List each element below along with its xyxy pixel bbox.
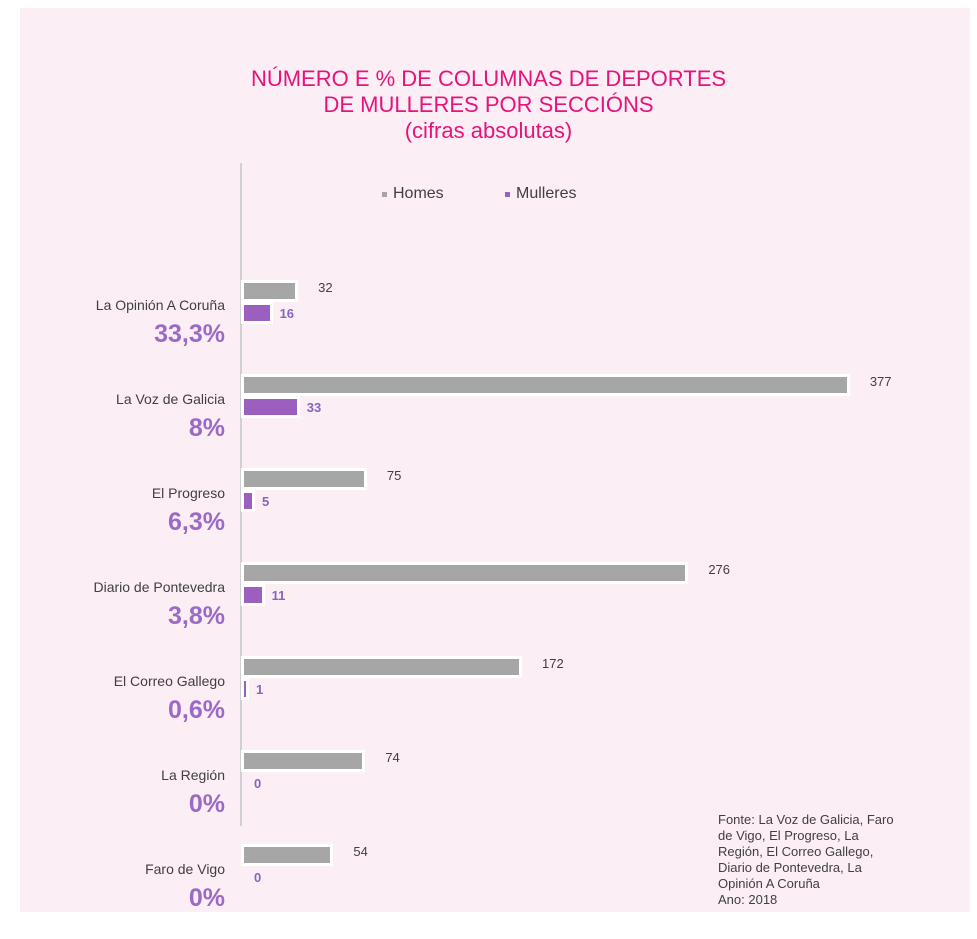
value-label-homes-la-region: 74 bbox=[385, 750, 400, 765]
bar-mulleres-la-opinion-a-coruna bbox=[244, 305, 270, 321]
percentage-label-el-correo-gallego: 0,6% bbox=[168, 696, 225, 724]
bar-homes-la-region bbox=[244, 753, 363, 769]
legend-swatch-mulleres bbox=[505, 191, 510, 197]
value-label-homes-el-correo-gallego: 172 bbox=[542, 656, 564, 671]
legend-item-mulleres: Mulleres bbox=[505, 185, 576, 203]
legend-label-mulleres: Mulleres bbox=[516, 185, 577, 202]
legend-swatch-homes bbox=[382, 191, 387, 197]
percentage-label-diario-de-pontevedra: 3,8% bbox=[168, 602, 225, 630]
value-label-mulleres-la-region: 0 bbox=[254, 776, 262, 791]
chart-title-line-2: DE MULLERES POR SECCIÓNS bbox=[323, 92, 654, 117]
value-label-homes-la-voz-de-galicia: 377 bbox=[869, 374, 892, 389]
chart-panel bbox=[20, 8, 970, 912]
category-label-el-correo-gallego: El Correo Gallego bbox=[113, 673, 225, 689]
percentage-label-la-voz-de-galicia: 8% bbox=[188, 414, 225, 442]
bar-mulleres-el-progreso bbox=[244, 493, 252, 509]
percentage-label-el-progreso: 6,3% bbox=[168, 508, 225, 536]
percentage-label-la-region: 0% bbox=[188, 790, 225, 818]
value-label-homes-la-opinion-a-coruna: 32 bbox=[318, 280, 333, 295]
value-label-homes-el-progreso: 75 bbox=[386, 468, 402, 483]
value-label-mulleres-diario-de-pontevedra: 11 bbox=[271, 588, 286, 603]
category-label-la-region: La Región bbox=[161, 767, 225, 783]
value-label-homes-diario-de-pontevedra: 276 bbox=[708, 562, 731, 577]
value-label-homes-faro-de-vigo: 54 bbox=[353, 844, 368, 859]
value-label-mulleres-la-opinion-a-coruna: 16 bbox=[279, 306, 295, 321]
bar-mulleres-diario-de-pontevedra bbox=[244, 587, 262, 603]
bar-homes-el-progreso bbox=[244, 471, 364, 487]
bar-homes-diario-de-pontevedra bbox=[244, 565, 686, 581]
chart-subtitle: (cifras absolutas) bbox=[404, 118, 573, 143]
bar-mulleres-la-voz-de-galicia bbox=[244, 399, 297, 415]
category-label-la-opinion-a-coruna: La Opinión A Coruña bbox=[95, 297, 225, 313]
percentage-label-la-opinion-a-coruna: 33,3% bbox=[154, 320, 225, 348]
bar-homes-faro-de-vigo bbox=[244, 847, 331, 863]
value-label-mulleres-el-progreso: 5 bbox=[261, 494, 270, 509]
value-label-mulleres-la-voz-de-galicia: 33 bbox=[306, 400, 322, 415]
bar-homes-la-voz-de-galicia bbox=[244, 377, 847, 393]
legend-label-homes: Homes bbox=[393, 185, 444, 202]
percentage-label-faro-de-vigo: 0% bbox=[188, 884, 225, 912]
value-label-mulleres-faro-de-vigo: 0 bbox=[254, 870, 262, 885]
chart-title-line-1: NÚMERO E % DE COLUMNAS DE DEPORTES bbox=[250, 66, 727, 91]
source-note: Fonte: La Voz de Galicia, Faro de Vigo, … bbox=[718, 812, 894, 907]
value-label-mulleres-el-correo-gallego: 1 bbox=[256, 682, 264, 697]
bar-homes-la-opinion-a-coruna bbox=[244, 283, 296, 299]
legend-item-homes: Homes bbox=[382, 185, 444, 203]
bar-homes-el-correo-gallego bbox=[244, 659, 520, 675]
category-label-el-progreso: El Progreso bbox=[151, 485, 225, 501]
bar-mulleres-el-correo-gallego bbox=[244, 681, 246, 697]
category-label-diario-de-pontevedra: Diario de Pontevedra bbox=[93, 579, 225, 595]
category-label-la-voz-de-galicia: La Voz de Galicia bbox=[116, 391, 225, 407]
category-label-faro-de-vigo: Faro de Vigo bbox=[145, 861, 225, 877]
category-axis-line bbox=[240, 163, 242, 826]
